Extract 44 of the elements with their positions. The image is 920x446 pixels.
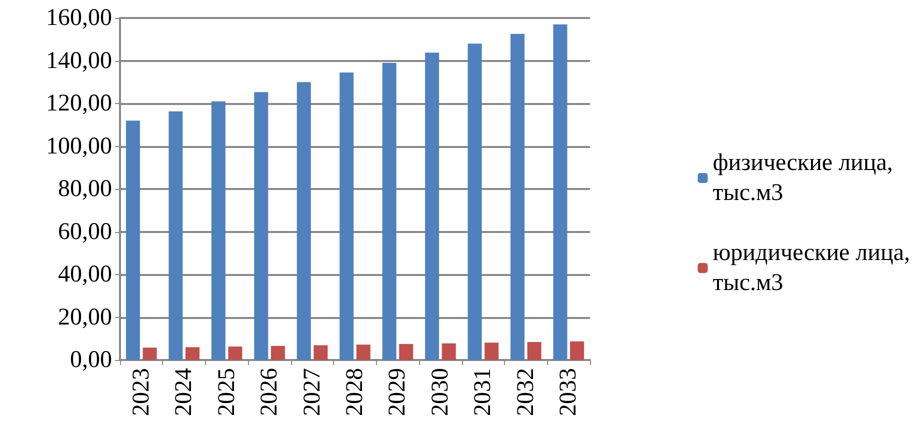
bar — [527, 342, 542, 360]
x-tick-label: 2032 — [512, 368, 539, 416]
bar — [126, 120, 140, 360]
bar — [296, 82, 311, 360]
bar — [484, 342, 499, 360]
x-tick-label: 2027 — [299, 368, 326, 416]
bar — [553, 24, 568, 360]
x-tick-label: 2029 — [384, 368, 411, 416]
y-tick-label: 60,00 — [58, 218, 112, 245]
y-tick-label: 0,00 — [70, 347, 112, 373]
bar — [356, 344, 370, 360]
y-tick-label: 160,00 — [46, 5, 112, 31]
bar — [570, 341, 584, 360]
y-tick-label: 100,00 — [46, 133, 112, 160]
bar — [228, 346, 242, 360]
bar — [468, 44, 482, 360]
y-tick-label: 120,00 — [46, 90, 112, 116]
y-tick-label: 40,00 — [58, 262, 112, 288]
bar — [168, 111, 183, 360]
bar — [340, 72, 354, 360]
y-tick-label: 140,00 — [46, 48, 112, 74]
bar — [314, 345, 328, 360]
bar — [185, 347, 200, 360]
bar — [510, 34, 525, 360]
x-tick-label: 2031 — [470, 368, 496, 416]
bar — [142, 348, 157, 360]
bar — [442, 343, 456, 360]
bar — [211, 101, 226, 360]
x-tick-label: 2033 — [556, 368, 582, 416]
x-tick-label: 2028 — [342, 368, 368, 416]
bar — [254, 92, 268, 360]
bar — [382, 62, 396, 360]
x-tick-label: 2026 — [256, 368, 283, 416]
y-tick-label: 20,00 — [58, 304, 112, 330]
legend-label: юридические лица, тыс.м3 — [712, 240, 910, 296]
y-tick-label: 80,00 — [58, 176, 112, 202]
bar — [399, 344, 414, 360]
x-tick-label: 2025 — [214, 368, 240, 416]
x-tick-label: 2030 — [427, 368, 454, 416]
bar — [270, 346, 285, 360]
x-tick-label: 2023 — [128, 368, 154, 416]
x-tick-label: 2024 — [171, 368, 198, 416]
bar — [425, 52, 440, 360]
legend-label: физические лица, тыс.м3 — [712, 150, 893, 206]
